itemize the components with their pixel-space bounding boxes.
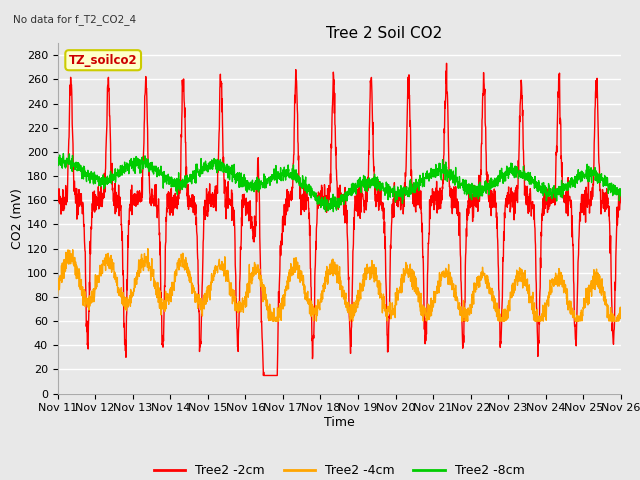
X-axis label: Time: Time	[324, 416, 355, 429]
Title: Tree 2 Soil CO2: Tree 2 Soil CO2	[326, 25, 442, 41]
Legend: Tree2 -2cm, Tree2 -4cm, Tree2 -8cm: Tree2 -2cm, Tree2 -4cm, Tree2 -8cm	[149, 459, 529, 480]
Y-axis label: CO2 (mV): CO2 (mV)	[11, 188, 24, 249]
Text: TZ_soilco2: TZ_soilco2	[69, 54, 138, 67]
Text: No data for f_T2_CO2_4: No data for f_T2_CO2_4	[13, 14, 136, 25]
